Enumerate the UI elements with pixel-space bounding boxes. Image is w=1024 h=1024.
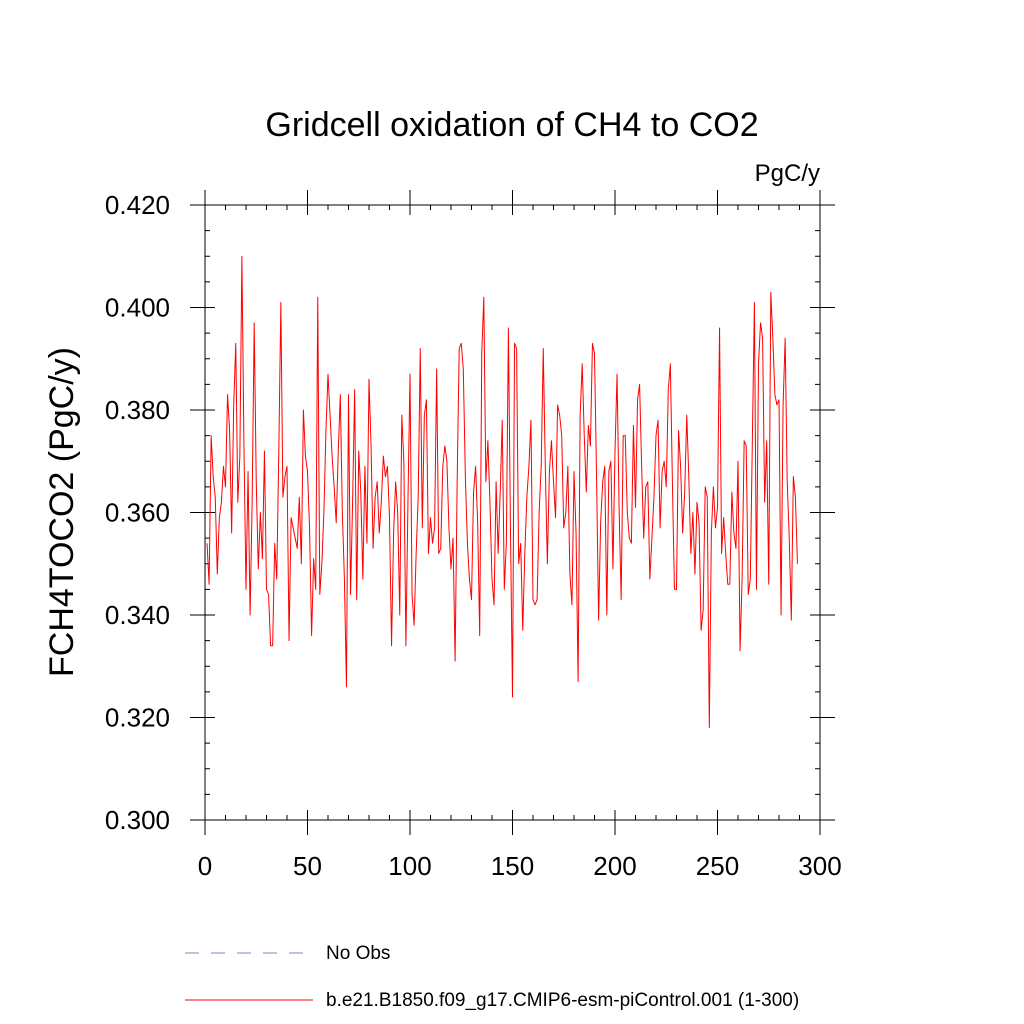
x-tick-label: 0 — [198, 851, 212, 881]
x-tick-label: 200 — [593, 851, 636, 881]
y-tick-label: 0.420 — [105, 190, 170, 220]
y-tick-label: 0.320 — [105, 703, 170, 733]
y-tick-label: 0.400 — [105, 293, 170, 323]
legend-label-no-obs: No Obs — [326, 943, 390, 964]
y-tick-label: 0.360 — [105, 498, 170, 528]
y-axis-label: FCH4TOCO2 (PgC/y) — [43, 347, 81, 677]
series-layer — [206, 255, 798, 729]
chart-title: Gridcell oxidation of CH4 to CO2 — [265, 106, 758, 144]
x-tick-label: 150 — [491, 851, 534, 881]
y-tick-label: 0.340 — [105, 600, 170, 630]
units-label: PgC/y — [755, 160, 820, 187]
series-line-model-run — [206, 255, 798, 729]
axis-tick-labels: 0 50 100 150 200 250 300 0.300 0.320 0.340 0.360 0.… — [105, 190, 842, 881]
legend: No Obs b.e21.B1850.f09_g17.CMIP6-esm-piC… — [185, 943, 799, 1011]
legend-label-model-run: b.e21.B1850.f09_g17.CMIP6-esm-piControl.… — [326, 990, 799, 1011]
x-tick-label: 100 — [388, 851, 431, 881]
y-tick-label: 0.380 — [105, 395, 170, 425]
x-tick-label: 250 — [696, 851, 739, 881]
x-tick-label: 300 — [798, 851, 841, 881]
x-tick-label: 50 — [293, 851, 322, 881]
plot-frame — [204, 204, 821, 821]
y-tick-label: 0.300 — [105, 805, 170, 835]
